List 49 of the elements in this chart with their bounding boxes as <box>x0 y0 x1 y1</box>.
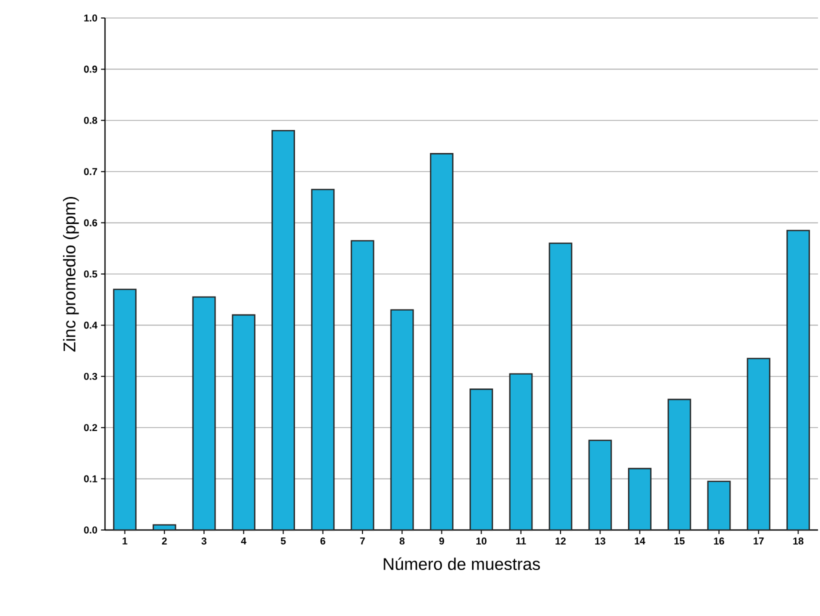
bar <box>192 296 216 531</box>
bar <box>628 468 652 531</box>
bar <box>786 230 810 531</box>
x-tick-label: 6 <box>320 538 326 545</box>
bar <box>470 388 494 531</box>
y-tick-label: 1.0 <box>84 14 98 22</box>
x-tick-label: 13 <box>595 538 606 545</box>
bar <box>509 373 533 531</box>
y-tick-label: 0.5 <box>84 270 98 278</box>
x-tick-label: 17 <box>754 538 764 544</box>
x-tick-label: 4 <box>241 538 246 544</box>
bar <box>668 398 692 531</box>
x-tick-label: 3 <box>201 538 206 545</box>
bar <box>272 130 295 531</box>
y-tick-label: 0.4 <box>84 322 98 329</box>
x-tick-label: 14 <box>634 538 646 544</box>
x-axis-title: Número de muestras <box>384 557 540 570</box>
y-tick-label: 0.7 <box>84 168 98 176</box>
x-tick-label: 11 <box>516 538 526 544</box>
bar <box>707 480 731 531</box>
bar <box>430 153 454 531</box>
bar <box>113 288 137 531</box>
bar <box>152 524 176 531</box>
y-axis-title: Zinc promedio (ppm) <box>63 196 79 352</box>
x-tick-label: 1 <box>122 538 128 544</box>
y-tick-label: 0.2 <box>84 424 98 432</box>
bar <box>390 309 414 531</box>
x-tick-label: 15 <box>674 538 685 544</box>
x-tick-label: 9 <box>439 538 444 545</box>
bar <box>746 358 770 531</box>
x-tick-label: 18 <box>793 538 804 545</box>
y-tick-label: 0.3 <box>84 372 98 380</box>
x-tick-label: 7 <box>360 538 365 544</box>
y-tick-label: 0.8 <box>84 116 98 124</box>
x-tick-label: 5 <box>280 538 286 544</box>
x-tick-label: 16 <box>714 538 724 545</box>
bar <box>350 240 374 531</box>
y-tick-label: 0.1 <box>84 475 98 482</box>
bar <box>588 440 612 531</box>
x-tick-label: 8 <box>400 538 405 545</box>
y-tick-label: 0.0 <box>84 526 98 534</box>
y-tick-label: 0.6 <box>84 219 98 226</box>
bar <box>232 314 256 531</box>
y-tick-label: 0.9 <box>84 66 98 73</box>
x-tick-label: 10 <box>476 538 486 545</box>
bar <box>311 188 335 531</box>
bar <box>548 242 572 531</box>
x-tick-label: 12 <box>556 538 566 544</box>
x-tick-label: 2 <box>162 538 167 544</box>
